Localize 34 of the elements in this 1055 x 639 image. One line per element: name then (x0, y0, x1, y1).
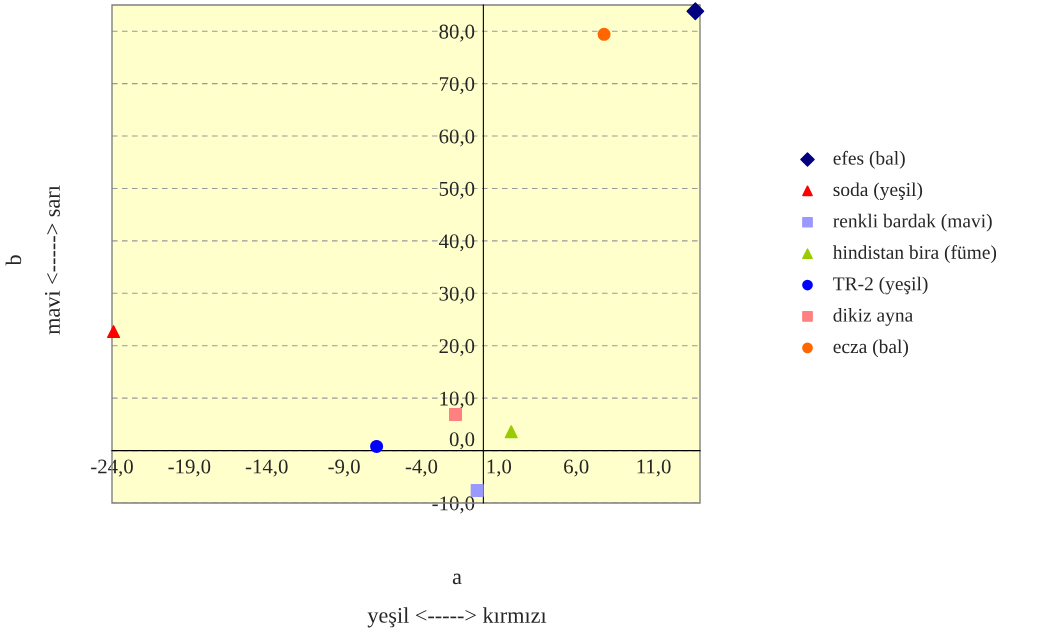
x-tick-label: 11,0 (637, 459, 671, 477)
y-tick-label: -10,0 (432, 496, 475, 514)
y-tick-label: 0,0 (449, 432, 475, 450)
y-tick-label: 60,0 (439, 129, 475, 147)
y-tick-label: 10,0 (440, 391, 475, 409)
point (686, 2, 705, 21)
legend-label: soda (yeşil) (833, 182, 923, 201)
point (107, 325, 121, 339)
y-tick-label: 70,0 (439, 77, 475, 95)
point (449, 407, 463, 421)
legend-label: TR-2 (yeşil) (833, 276, 928, 295)
x-tick-label: -14,0 (245, 459, 288, 477)
x-tick-label: -9,0 (328, 459, 360, 477)
x-tick-label: -19,0 (168, 459, 211, 477)
y-axis-title: b mavi <-----> sarı (5, 185, 60, 335)
y-tick-label: 30,0 (439, 286, 475, 304)
x-axis-title: a yeşil <-----> kırmızı (367, 573, 547, 628)
y-tick-label: 20,0 (439, 339, 475, 357)
y-tick-label: 50,0 (439, 181, 475, 199)
y-tick-label: 40,0 (438, 234, 475, 252)
point (370, 439, 384, 453)
point (470, 483, 484, 497)
x-tick-label: -4,0 (405, 459, 438, 477)
x-tick-label: 6,0 (564, 459, 589, 477)
legend-label: renkli bardak (mavi) (833, 213, 992, 232)
legend-label: efes (bal) (833, 150, 905, 169)
legend-label: hindistan bira (füme) (832, 245, 997, 263)
legend-label: dikiz ayna (833, 308, 913, 326)
x-tick-label: -24,0 (91, 459, 133, 477)
point (597, 27, 611, 41)
point (504, 425, 518, 439)
legend-label: ecza (bal) (833, 339, 909, 358)
x-tick-label: 1,0 (487, 459, 512, 477)
y-tick-label: 80,0 (439, 24, 475, 42)
